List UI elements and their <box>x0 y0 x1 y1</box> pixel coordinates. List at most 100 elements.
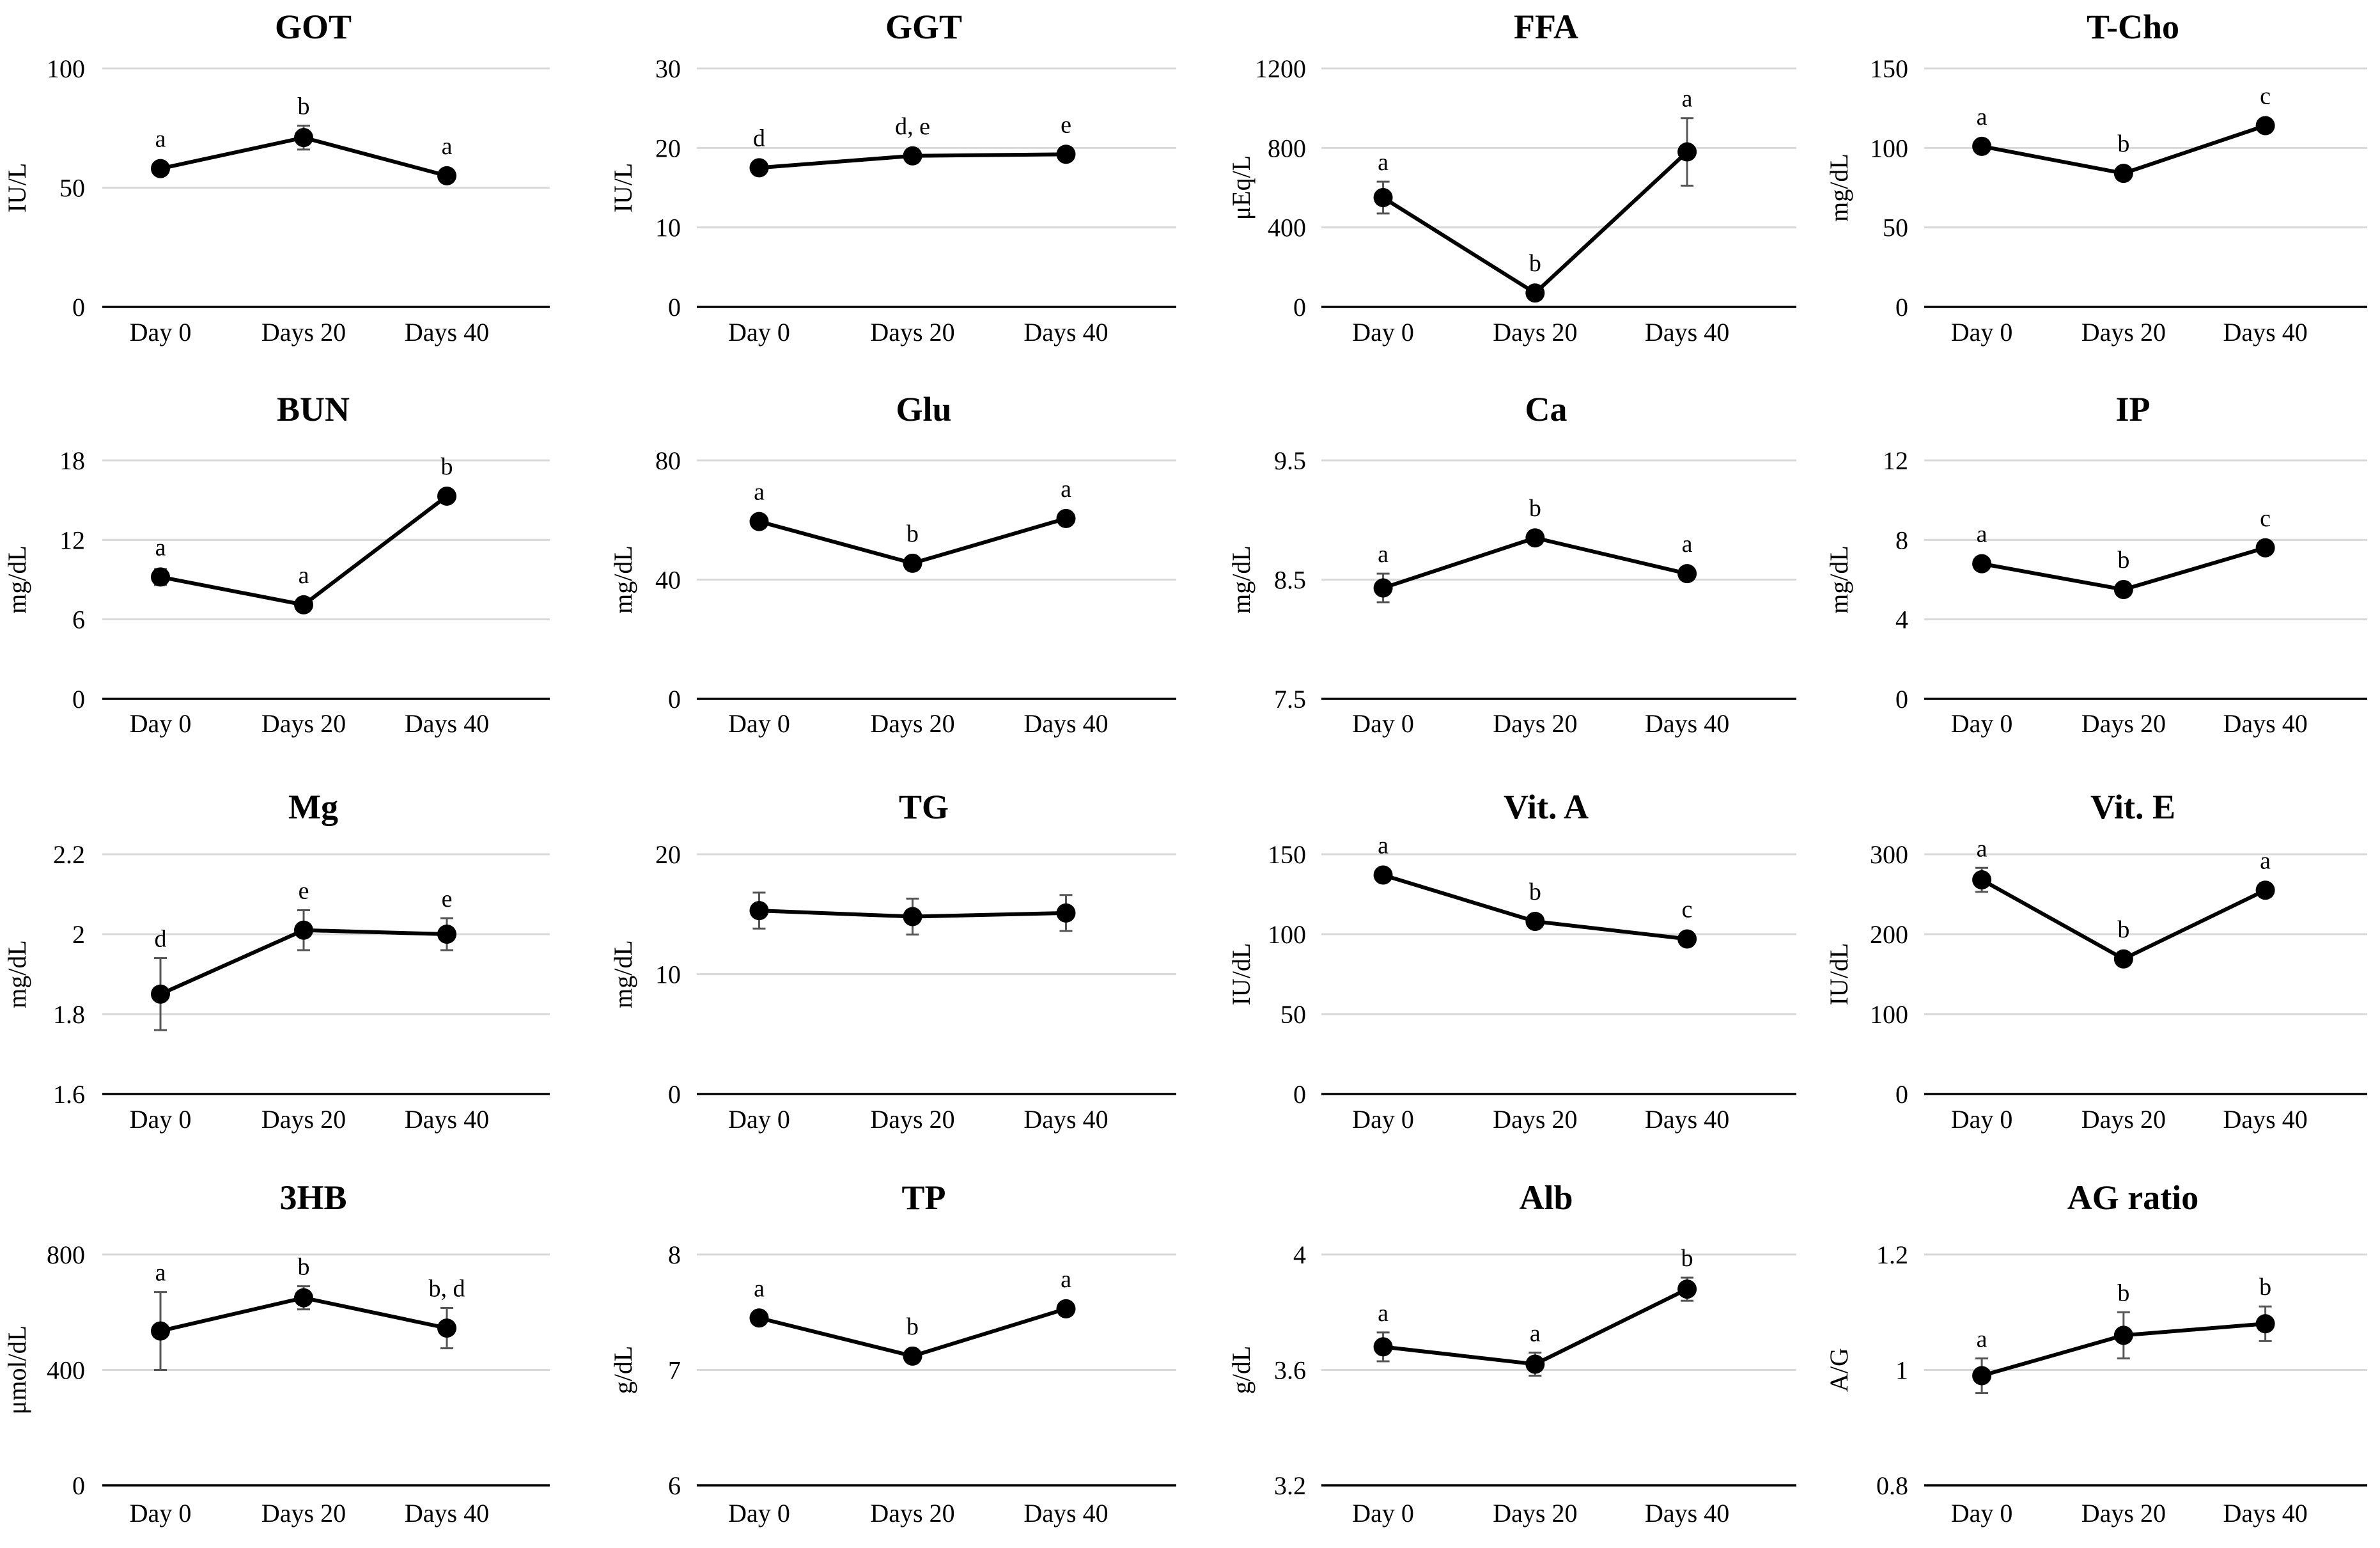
chart-title: 3HB <box>279 1178 346 1217</box>
y-tick-label: 100 <box>1870 1000 1908 1029</box>
chart-ip: IP 0 4 8 12 Day 0 Days 20 Days 40 mg/dL a b c <box>1824 390 2367 738</box>
significance-label: b <box>1529 495 1541 522</box>
significance-label: a <box>1977 521 1987 548</box>
chart-title: Glu <box>896 390 951 428</box>
y-tick-label: 30 <box>655 54 681 83</box>
data-point <box>1056 1299 1076 1318</box>
chart-title: Vit. A <box>1504 788 1589 826</box>
x-tick-label: Days 40 <box>405 318 489 347</box>
significance-label: a <box>1977 1325 1987 1352</box>
y-axis-label: IU/L <box>3 163 31 213</box>
x-tick-label: Days 20 <box>2081 1105 2166 1134</box>
significance-label: a <box>1682 86 1693 113</box>
y-axis-label: mg/dL <box>3 940 31 1008</box>
x-tick-label: Days 20 <box>870 318 954 347</box>
chart-title: TP <box>901 1178 945 1217</box>
chart-title: Alb <box>1519 1178 1573 1217</box>
significance-label: a <box>1378 833 1388 859</box>
data-point <box>2113 164 2133 184</box>
chart-glu: Glu 0 40 80 Day 0 Days 20 Days 40 mg/dL a b a <box>609 390 1176 738</box>
chart-vit-a: Vit. A 0 50 100 150 Day 0 Days 20 Days 40 IU/dL a… <box>1227 788 1796 1134</box>
data-point <box>1525 1354 1545 1374</box>
significance-label: d, e <box>895 113 930 140</box>
y-tick-label: 9.5 <box>1274 446 1306 475</box>
significance-label: b <box>2117 1279 2129 1306</box>
y-tick-label: 0 <box>72 685 85 714</box>
data-point <box>1972 136 1992 156</box>
significance-label: c <box>1682 896 1693 923</box>
y-tick-label: 8 <box>1895 526 1908 554</box>
y-tick-label: 150 <box>1268 840 1306 869</box>
data-point <box>2255 880 2275 900</box>
significance-label: c <box>2260 83 2271 110</box>
chart-title: BUN <box>277 390 350 428</box>
y-tick-label: 0 <box>72 293 85 322</box>
chart-bun: BUN 0 6 12 18 Day 0 Days 20 Days 40 mg/dL a a b <box>3 390 550 738</box>
significance-label: a <box>442 133 453 160</box>
data-point <box>151 984 170 1004</box>
y-tick-label: 100 <box>47 54 85 83</box>
data-point <box>1056 145 1076 164</box>
data-point <box>1373 578 1393 598</box>
chart-title: GOT <box>275 8 352 46</box>
y-axis-label: mg/dL <box>1227 545 1256 614</box>
x-tick-label: Day 0 <box>1352 1499 1414 1528</box>
significance-label: b <box>1681 1245 1693 1272</box>
data-point <box>1677 564 1697 584</box>
y-axis-label: mg/dL <box>609 545 637 614</box>
y-tick-label: 50 <box>1883 214 1908 242</box>
x-tick-label: Days 20 <box>1493 318 1577 347</box>
y-axis-label: μmol/dL <box>3 1325 31 1414</box>
y-tick-label: 50 <box>59 174 85 203</box>
chart-title: AG ratio <box>2067 1178 2198 1217</box>
significance-label: a <box>754 1275 765 1302</box>
significance-label: b <box>2117 916 2129 943</box>
significance-label: a <box>1378 541 1388 568</box>
data-point <box>1972 1366 1992 1386</box>
significance-label: a <box>1378 1300 1388 1327</box>
significance-label: a <box>2260 847 2271 874</box>
chart-alb: Alb 3.2 3.6 4 Day 0 Days 20 Days 40 g/dL a a b <box>1227 1178 1796 1528</box>
chart-tp: TP 6 7 8 Day 0 Days 20 Days 40 g/dL a b a <box>609 1178 1176 1528</box>
significance-label: b <box>298 1254 310 1281</box>
data-point <box>749 158 769 178</box>
x-tick-label: Day 0 <box>130 709 192 738</box>
significance-label: a <box>1061 1266 1071 1293</box>
x-tick-label: Days 40 <box>405 1105 489 1134</box>
y-tick-label: 0 <box>1293 1080 1306 1109</box>
significance-label: a <box>1977 835 1987 862</box>
x-tick-label: Day 0 <box>1352 318 1414 347</box>
significance-label: d <box>753 125 765 152</box>
data-point <box>294 595 313 614</box>
chart-title: T-Cho <box>2087 8 2179 46</box>
data-point <box>1677 1279 1697 1299</box>
data-point <box>1677 929 1697 949</box>
x-tick-label: Days 40 <box>405 1499 489 1528</box>
data-point <box>1373 865 1393 885</box>
y-tick-label: 1.6 <box>53 1080 85 1109</box>
data-point <box>437 1318 456 1338</box>
y-tick-label: 400 <box>1268 214 1306 242</box>
x-tick-label: Days 20 <box>261 709 346 738</box>
data-point <box>437 925 456 944</box>
significance-label: a <box>155 534 166 561</box>
y-tick-label: 3.2 <box>1274 1471 1306 1500</box>
y-tick-label: 2 <box>72 920 85 949</box>
x-tick-label: Days 20 <box>1493 1499 1577 1528</box>
data-point <box>1525 283 1545 303</box>
y-axis-label: IU/dL <box>1824 943 1853 1006</box>
x-tick-label: Days 40 <box>1023 318 1108 347</box>
y-tick-label: 300 <box>1870 840 1908 869</box>
chart-title: FFA <box>1514 8 1578 46</box>
y-axis-label: mg/dL <box>609 940 637 1008</box>
x-tick-label: Days 20 <box>2081 1499 2166 1528</box>
y-tick-label: 800 <box>1268 134 1306 162</box>
x-tick-label: Day 0 <box>1951 1105 2013 1134</box>
x-tick-label: Day 0 <box>1352 709 1414 738</box>
data-point <box>2113 949 2133 969</box>
data-point <box>294 920 313 940</box>
significance-label: a <box>1977 104 1987 130</box>
y-tick-label: 20 <box>655 840 681 869</box>
chart-tg: TG 0 10 20 Day 0 Days 20 Days 40 mg/dL <box>609 788 1176 1134</box>
